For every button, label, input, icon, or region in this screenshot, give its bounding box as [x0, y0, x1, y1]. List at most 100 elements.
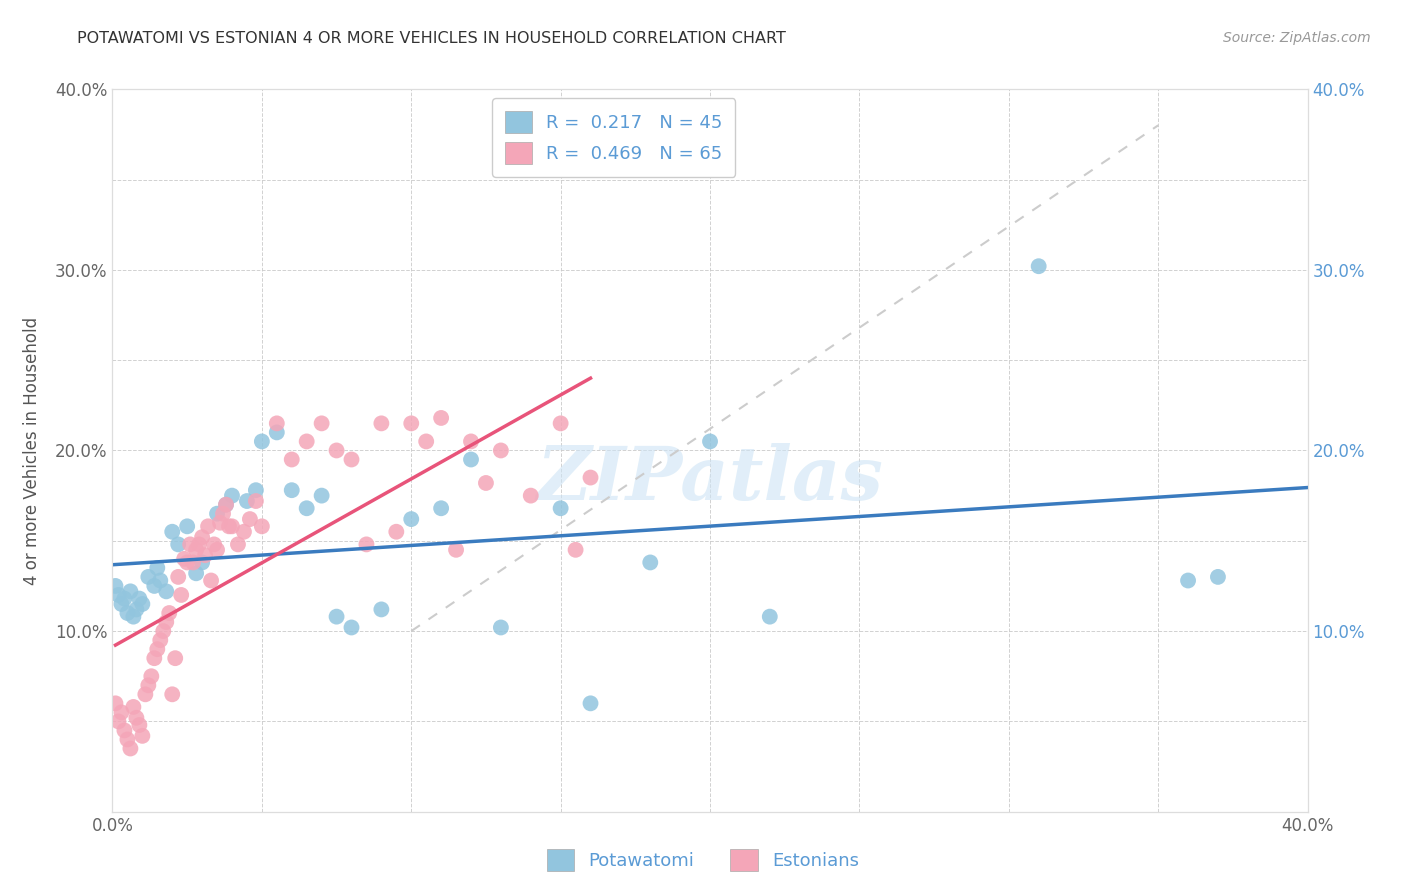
Point	[117, 732, 139, 747]
Point	[239, 512, 262, 526]
Point	[155, 584, 177, 599]
Point	[110, 706, 132, 720]
Point	[340, 620, 363, 634]
Point	[202, 537, 225, 551]
Point	[120, 584, 142, 599]
Point	[167, 537, 190, 551]
Point	[245, 483, 267, 498]
Point	[194, 548, 217, 562]
Point	[550, 417, 572, 431]
Point	[200, 574, 222, 588]
Point	[640, 556, 662, 570]
Point	[218, 519, 240, 533]
Point	[233, 524, 256, 539]
Point	[131, 729, 153, 743]
Point	[141, 669, 163, 683]
Point	[475, 475, 498, 490]
Point	[134, 687, 156, 701]
Point	[250, 434, 273, 449]
Point	[325, 609, 347, 624]
Point	[138, 678, 160, 692]
Point	[131, 597, 153, 611]
Point	[489, 443, 512, 458]
Point	[162, 687, 183, 701]
Point	[266, 417, 288, 431]
Point	[444, 542, 467, 557]
Point	[179, 537, 201, 551]
Point	[125, 602, 148, 616]
Point	[138, 570, 160, 584]
Point	[325, 443, 347, 458]
Point	[460, 452, 482, 467]
Point	[176, 556, 198, 570]
Point	[460, 434, 482, 449]
Legend: Potawatomi, Estonians: Potawatomi, Estonians	[540, 842, 866, 879]
Point	[340, 452, 363, 467]
Point	[226, 537, 249, 551]
Point	[215, 498, 238, 512]
Point	[221, 519, 243, 533]
Point	[311, 489, 333, 503]
Point	[295, 434, 318, 449]
Point	[564, 542, 586, 557]
Point	[149, 633, 172, 648]
Point	[107, 714, 129, 729]
Point	[759, 609, 782, 624]
Point	[173, 551, 195, 566]
Point	[122, 700, 145, 714]
Point	[128, 591, 150, 606]
Point	[579, 697, 602, 711]
Point	[143, 651, 166, 665]
Point	[209, 516, 232, 530]
Point	[117, 606, 139, 620]
Point	[1028, 259, 1050, 273]
Point	[401, 417, 423, 431]
Point	[430, 411, 453, 425]
Point	[128, 718, 150, 732]
Point	[385, 524, 408, 539]
Point	[370, 417, 392, 431]
Point	[146, 642, 169, 657]
Text: ZIPatlas: ZIPatlas	[537, 443, 883, 516]
Point	[1206, 570, 1229, 584]
Point	[143, 579, 166, 593]
Point	[104, 697, 127, 711]
Point	[170, 588, 193, 602]
Point	[125, 711, 148, 725]
Point	[114, 591, 135, 606]
Point	[149, 574, 172, 588]
Point	[152, 624, 174, 639]
Point	[579, 470, 602, 484]
Point	[167, 570, 190, 584]
Y-axis label: 4 or more Vehicles in Household: 4 or more Vehicles in Household	[24, 317, 41, 584]
Point	[550, 501, 572, 516]
Point	[250, 519, 273, 533]
Point	[107, 588, 129, 602]
Point	[186, 542, 208, 557]
Point	[188, 537, 211, 551]
Point	[215, 498, 238, 512]
Point	[370, 602, 392, 616]
Legend: R =  0.217   N = 45, R =  0.469   N = 65: R = 0.217 N = 45, R = 0.469 N = 65	[492, 98, 735, 177]
Point	[236, 494, 259, 508]
Point	[186, 566, 208, 581]
Point	[155, 615, 177, 629]
Point	[221, 489, 243, 503]
Point	[165, 651, 187, 665]
Point	[162, 524, 183, 539]
Point	[1177, 574, 1199, 588]
Point	[430, 501, 453, 516]
Point	[197, 519, 219, 533]
Point	[311, 417, 333, 431]
Text: POTAWATOMI VS ESTONIAN 4 OR MORE VEHICLES IN HOUSEHOLD CORRELATION CHART: POTAWATOMI VS ESTONIAN 4 OR MORE VEHICLE…	[77, 31, 786, 46]
Point	[176, 519, 198, 533]
Point	[205, 542, 228, 557]
Point	[489, 620, 512, 634]
Point	[191, 556, 214, 570]
Point	[356, 537, 378, 551]
Point	[295, 501, 318, 516]
Point	[114, 723, 135, 738]
Point	[120, 741, 142, 756]
Point	[191, 530, 214, 544]
Point	[245, 494, 267, 508]
